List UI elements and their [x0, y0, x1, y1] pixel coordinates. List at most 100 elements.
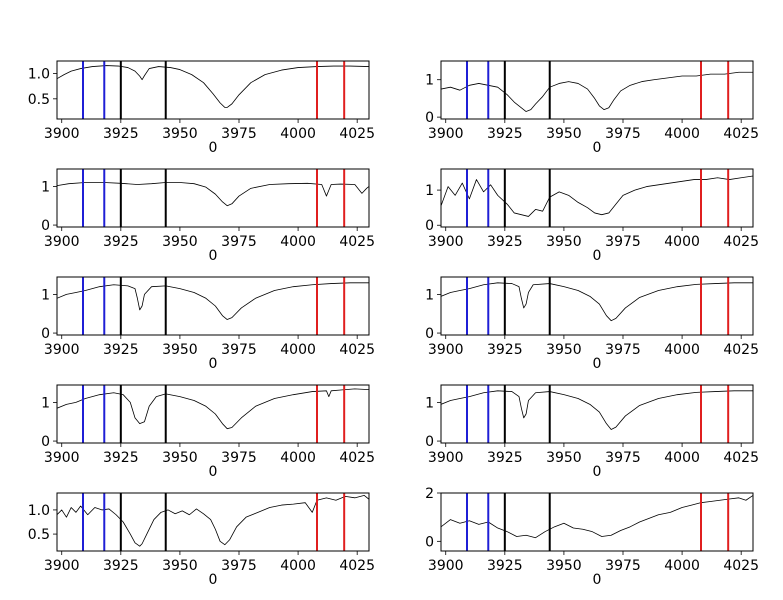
y-tick-label: 1 [425, 183, 434, 199]
y-tick-label: 0 [425, 534, 434, 550]
y-tick-label: 0 [41, 218, 50, 234]
y-tick-label: 1 [41, 395, 50, 411]
x-axis-label: 0 [593, 356, 602, 372]
x-tick-label: 3975 [605, 450, 641, 466]
x-tick-label: 3900 [428, 342, 464, 358]
x-tick-label: 4025 [339, 450, 375, 466]
subplot-5: 3900 3925 3950 3975 4000 4025 0 1 0 [41, 276, 375, 372]
axes-frame [56, 384, 370, 444]
subplot-10: 3900 3925 3950 3975 4000 4025 0 2 0 [425, 486, 759, 588]
x-tick-label: 3975 [605, 558, 641, 574]
x-tick-label: 3925 [487, 342, 523, 358]
y-tick-label: 1 [425, 395, 434, 411]
plot-area [57, 277, 369, 335]
x-tick-label: 3950 [546, 450, 582, 466]
x-tick-label: 4000 [664, 450, 700, 466]
x-tick-label: 4000 [280, 234, 316, 250]
y-tick-label: 0.5 [28, 92, 50, 108]
x-tick-label: 3925 [103, 126, 139, 142]
plot-area [441, 493, 753, 551]
x-axis-label: 0 [209, 356, 218, 372]
x-tick-label: 4000 [664, 126, 700, 142]
x-axis-label: 0 [209, 248, 218, 264]
axes-frame [440, 384, 754, 444]
y-tick-label: 1.0 [28, 67, 50, 83]
y-tick-label: 1 [41, 179, 50, 195]
x-tick-label: 3975 [221, 558, 257, 574]
axes-frame [56, 492, 370, 552]
x-tick-label: 3900 [44, 234, 80, 250]
y-tick-label: 0 [425, 326, 434, 342]
x-tick-label: 4000 [280, 342, 316, 358]
y-tick-label: 0 [41, 434, 50, 450]
spectrum-line [57, 182, 369, 207]
y-tick-label: 1 [425, 73, 434, 89]
x-tick-label: 3925 [487, 126, 523, 142]
y-tick-label: 0 [425, 434, 434, 450]
x-tick-label: 4025 [723, 558, 759, 574]
x-tick-label: 4000 [280, 126, 316, 142]
plot-area [57, 169, 369, 227]
x-tick-label: 4025 [339, 342, 375, 358]
y-tick-label: 1 [41, 287, 50, 303]
spectrum-line [57, 388, 369, 430]
x-tick-label: 4025 [723, 342, 759, 358]
x-tick-label: 3975 [221, 126, 257, 142]
subplot-2: 3900 3925 3950 3975 4000 4025 0 1 0 [425, 60, 759, 156]
subplot-4: 3900 3925 3950 3975 4000 4025 0 1 0 [425, 168, 759, 264]
x-tick-label: 3925 [487, 558, 523, 574]
y-tick-label: 0 [425, 110, 434, 126]
x-tick-label: 3925 [103, 450, 139, 466]
plot-area [441, 169, 753, 227]
x-axis-label: 0 [209, 464, 218, 480]
axes-frame [440, 492, 754, 552]
plot-area [57, 385, 369, 443]
x-axis-label: 0 [209, 572, 218, 588]
x-tick-label: 3925 [487, 450, 523, 466]
x-tick-label: 4025 [339, 126, 375, 142]
x-axis-label: 0 [593, 140, 602, 156]
x-tick-label: 4000 [280, 558, 316, 574]
plot-area [57, 493, 369, 551]
x-tick-label: 3950 [546, 126, 582, 142]
plot-area [441, 61, 753, 119]
axes-frame [440, 60, 754, 120]
axes-frame [56, 276, 370, 336]
spectrum-line [57, 65, 369, 108]
x-tick-label: 4025 [339, 558, 375, 574]
subplot-3: 3900 3925 3950 3975 4000 4025 0 1 0 [41, 168, 375, 264]
x-tick-label: 3950 [162, 234, 198, 250]
y-tick-label: 2 [425, 486, 434, 502]
x-tick-label: 3950 [162, 126, 198, 142]
axes-frame [56, 168, 370, 228]
x-tick-label: 3900 [428, 450, 464, 466]
plot-area [441, 385, 753, 443]
y-tick-label: 1 [425, 287, 434, 303]
x-tick-label: 3950 [162, 558, 198, 574]
x-tick-label: 3975 [221, 450, 257, 466]
x-tick-label: 4000 [664, 342, 700, 358]
axes-frame [56, 60, 370, 120]
x-tick-label: 4025 [723, 234, 759, 250]
subplot-9: 3900 3925 3950 3975 4000 4025 0.5 1.0 0 [28, 492, 375, 588]
y-tick-label: 1.0 [28, 503, 50, 519]
x-tick-label: 4000 [280, 450, 316, 466]
spectrum-line [441, 175, 753, 217]
x-tick-label: 3950 [162, 342, 198, 358]
x-tick-label: 3900 [428, 234, 464, 250]
x-tick-label: 3975 [221, 342, 257, 358]
x-axis-label: 0 [593, 248, 602, 264]
x-tick-label: 3900 [44, 126, 80, 142]
x-tick-label: 3900 [428, 558, 464, 574]
subplot-7: 3900 3925 3950 3975 4000 4025 0 1 0 [41, 384, 375, 480]
axes-frame [440, 276, 754, 336]
x-tick-label: 3900 [44, 342, 80, 358]
plot-area [57, 61, 369, 119]
plot-area [441, 277, 753, 335]
x-axis-label: 0 [593, 572, 602, 588]
x-tick-label: 3950 [546, 234, 582, 250]
x-tick-label: 3925 [103, 558, 139, 574]
x-tick-label: 3925 [103, 234, 139, 250]
